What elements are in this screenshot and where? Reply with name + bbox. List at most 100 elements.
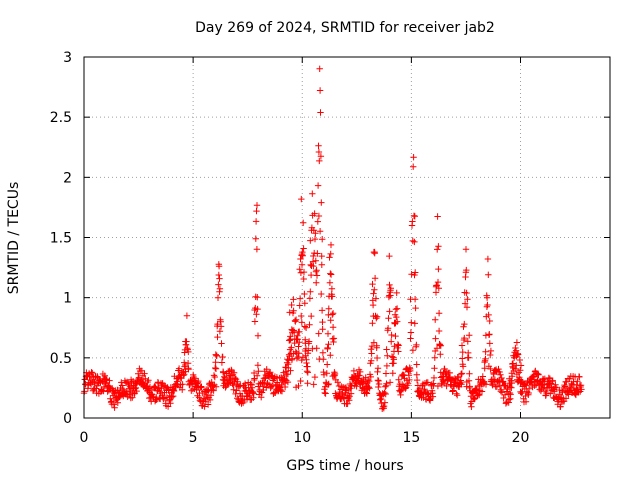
data-point [300,268,308,276]
data-point [310,227,317,234]
data-point [185,365,192,372]
data-point [181,371,188,378]
data-point [220,369,227,376]
data-point [253,311,260,318]
data-point [254,294,261,301]
data-point [212,364,219,372]
data-point [324,330,332,337]
data-point [375,380,383,388]
data-point [383,362,391,370]
data-point [294,336,301,343]
chart-title: Day 269 of 2024, SRMTID for receiver jab… [195,20,495,36]
data-point [315,212,323,220]
data-point [368,357,375,364]
data-point [481,365,488,372]
data-point [516,356,523,364]
data-point [331,370,339,378]
data-point [196,397,204,404]
data-point [478,388,486,395]
data-point [253,202,261,209]
data-point [484,301,491,309]
data-point [82,381,89,388]
x-tick-label: 20 [512,430,530,446]
data-point [278,388,286,395]
data-point [253,207,260,215]
data-point [367,373,374,381]
data-point [489,382,496,389]
y-tick-label: 0.5 [50,351,72,367]
data-point [371,286,378,293]
data-point [461,300,469,307]
data-point [383,380,390,387]
data-point [462,246,470,253]
data-point [370,339,378,346]
y-axis-label: SRMTID / TECUs [6,182,22,295]
data-point [313,272,321,279]
data-point [436,341,444,348]
data-point [411,213,418,220]
data-point [325,380,332,388]
x-tick-label: 5 [189,430,198,446]
x-axis-label: GPS time / hours [286,458,403,474]
data-point [170,392,177,400]
data-point [487,351,494,359]
data-point [309,190,316,197]
data-point [413,376,421,384]
data-point [430,374,438,382]
data-point [545,374,552,382]
data-point [463,289,470,297]
data-point [125,380,132,387]
y-tick-label: 0 [63,411,72,427]
data-point [175,365,183,372]
data-point [362,389,370,396]
data-point [385,315,392,322]
data-point [485,311,492,319]
data-point [311,210,318,217]
data-point [330,335,338,342]
data-point [364,376,372,384]
data-point [375,383,382,391]
data-point [233,387,240,394]
data-point [278,381,285,389]
data-point [329,310,337,317]
data-point [374,377,382,384]
data-point [382,383,389,390]
data-point [212,359,219,366]
data-point [322,390,329,397]
data-point [395,376,402,383]
data-point [435,243,442,250]
data-point [421,386,428,393]
data-point [287,367,294,374]
data-point [211,373,218,381]
data-point [463,304,471,311]
data-point [408,319,415,326]
data-point [406,376,413,384]
data-point [328,285,336,292]
data-point [310,262,317,270]
data-point [522,392,529,400]
data-point [318,252,325,260]
data-point [407,329,415,336]
data-point [386,252,393,260]
data-point [319,326,326,333]
data-point [293,355,301,362]
data-point [298,261,306,268]
data-point [315,330,322,337]
data-point [409,237,416,245]
data-point [281,383,289,391]
data-point [437,351,444,358]
data-point [214,294,222,301]
data-point [247,380,254,388]
data-point [370,290,377,297]
data-point [380,402,388,410]
data-point [317,109,324,116]
data-point [252,235,259,242]
data-point [297,269,305,276]
data-point [500,394,507,402]
data-point [210,372,218,379]
data-point [251,318,259,325]
data-point [390,356,397,363]
data-point [297,377,304,385]
data-point [522,381,529,388]
data-point [318,261,325,268]
